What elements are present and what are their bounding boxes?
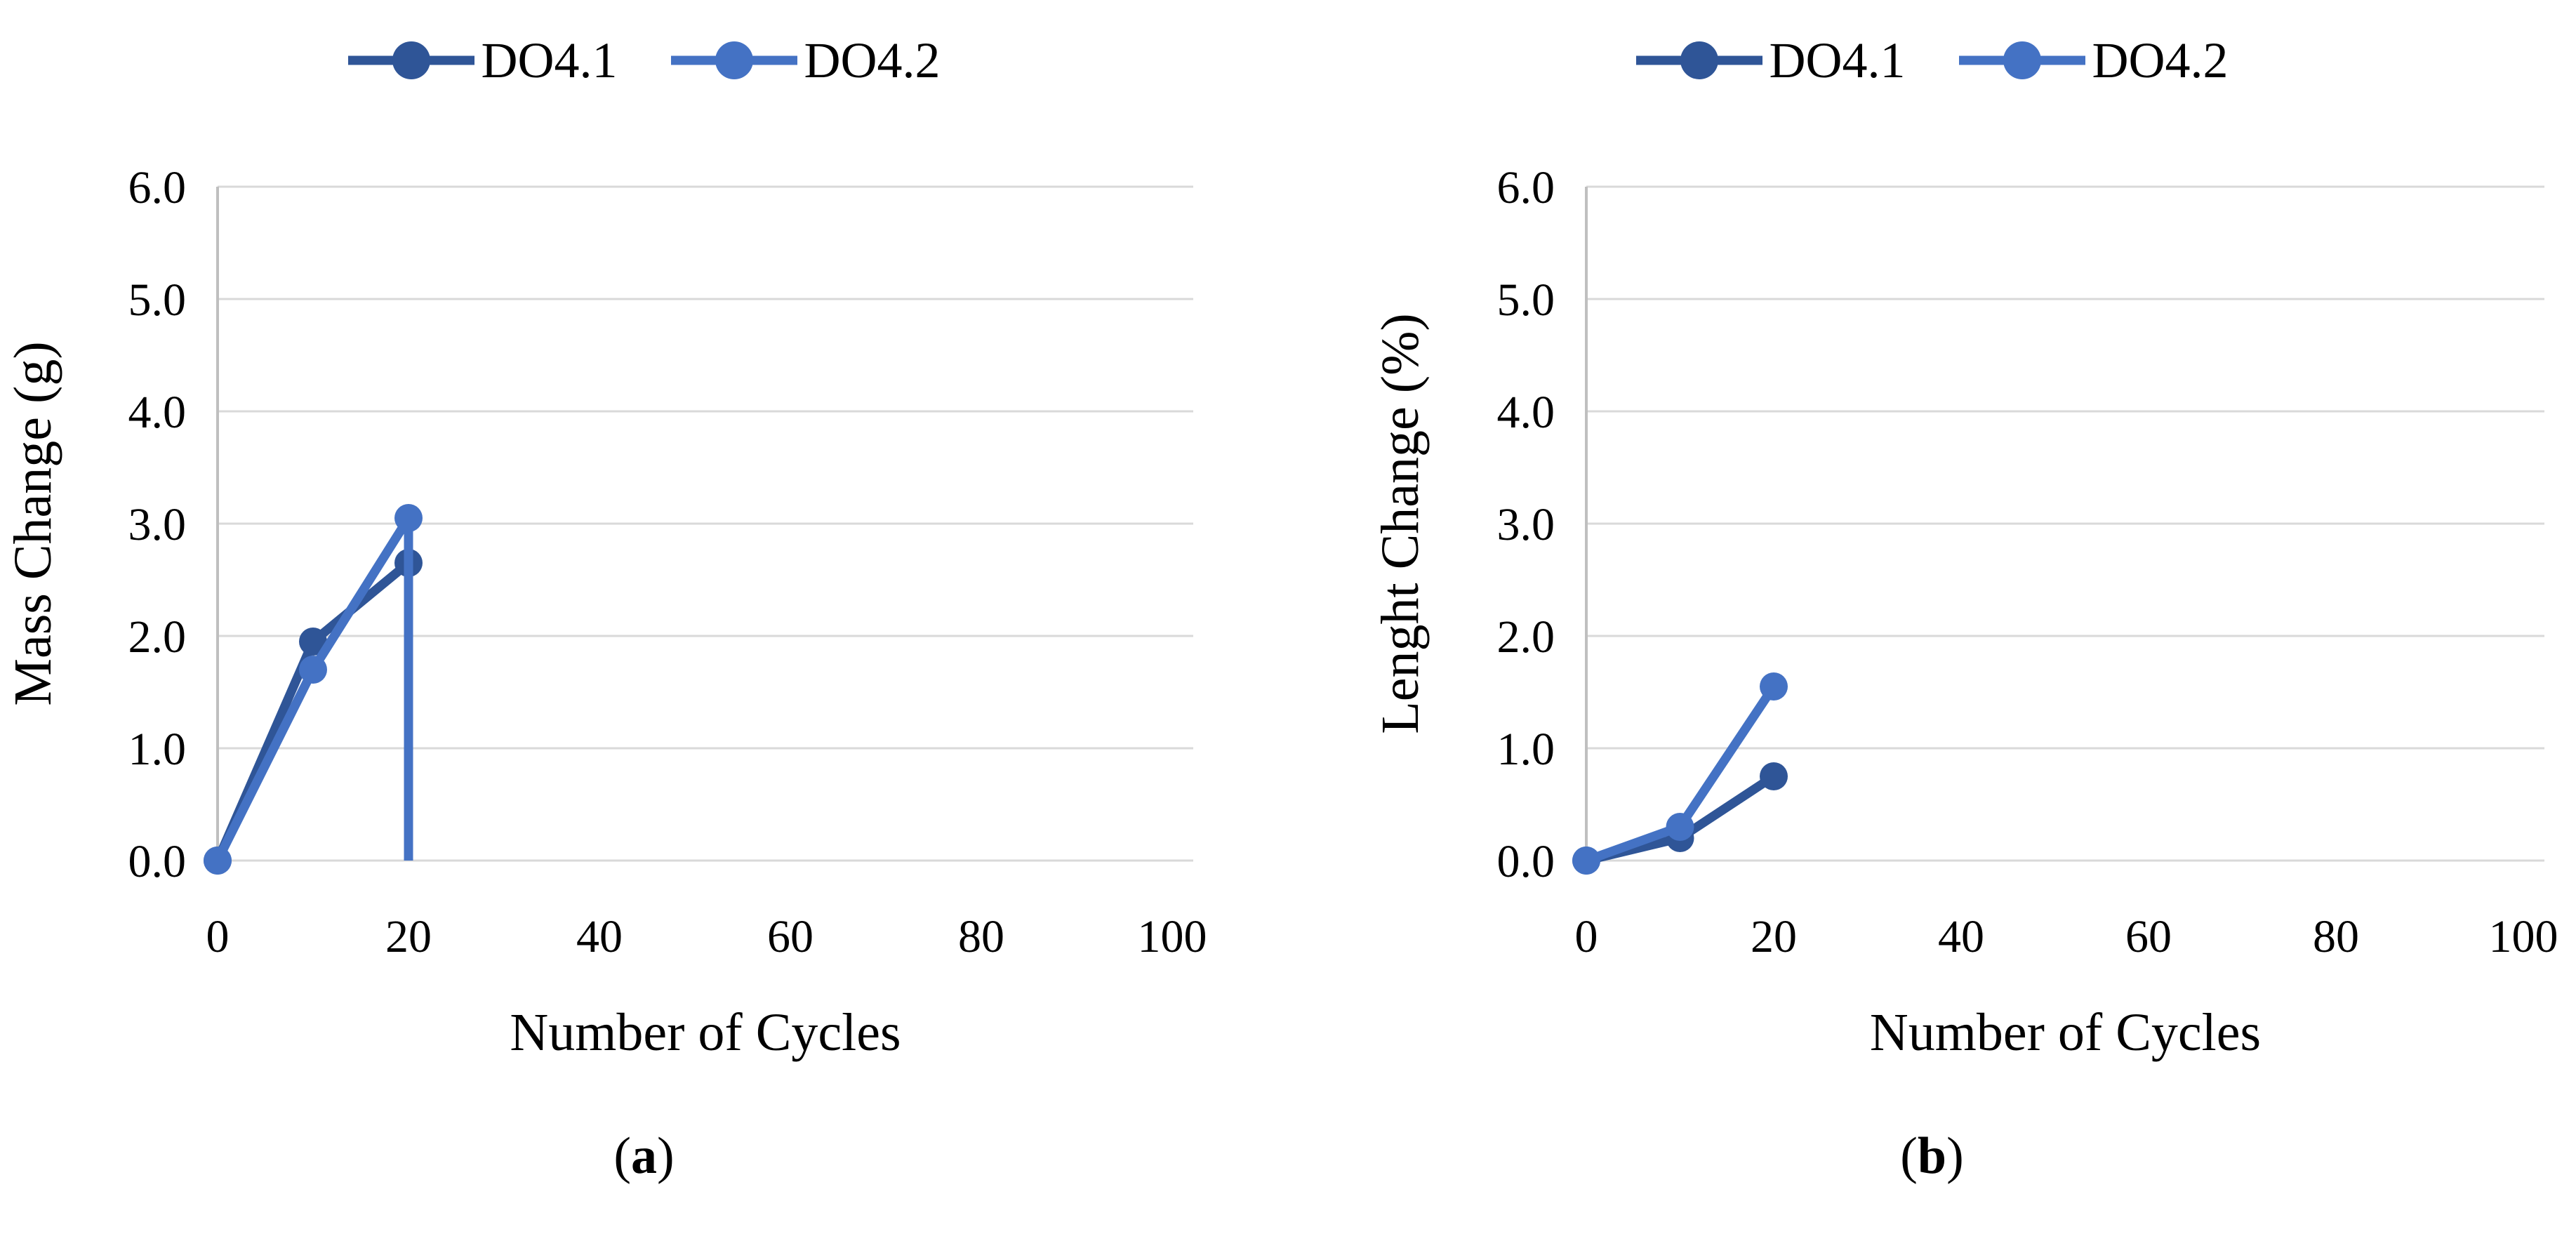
x-tick-label-20: 20	[385, 911, 432, 962]
x-axis-title: Number of Cycles	[510, 1003, 901, 1062]
x-tick-label-80: 80	[2313, 911, 2359, 962]
series-line-DO4.1	[213, 558, 413, 863]
legend-line-marker-swatch	[670, 41, 797, 79]
chart-panel-b: DO4.1 DO4.2 0.0 1.0 2.0 3.0 4.0 5.0 6.0 0 20 40 60 8…	[1288, 0, 2576, 1241]
chart-panel-a: DO4.1 DO4.2 0.0 1.0 2.0 3.0 4.0 5.0 6.0 0 20 40 60 8…	[0, 0, 1288, 1182]
legend-label: DO4.1	[481, 32, 618, 88]
caption-b-letter: b	[1917, 1127, 1947, 1185]
caption-a-letter: a	[631, 1127, 657, 1185]
y-tick-label-6.0: 6.0	[128, 162, 187, 213]
legend-label: DO4.2	[804, 32, 941, 88]
caption-a-open-paren: (	[613, 1127, 631, 1185]
legend-line-marker-swatch	[1635, 41, 1762, 79]
y-tick-label-2.0: 2.0	[1497, 611, 1555, 663]
legend-label: DO4.1	[1769, 32, 1906, 88]
legend-label: DO4.2	[2092, 32, 2229, 88]
x-tick-label-60: 60	[2125, 911, 2172, 962]
legend-entry-DO4.2: DO4.2	[1958, 32, 2229, 88]
series-marker-DO4.2-x10	[299, 656, 327, 684]
series-line-DO4.2	[213, 513, 413, 863]
plot-area-b: 0.0 1.0 2.0 3.0 4.0 5.0 6.0 0 20 40 60 80 100 Number …	[1371, 162, 2558, 1062]
series-marker-DO4.2-x20	[394, 504, 423, 532]
legend-swatch-marker	[1680, 41, 1718, 79]
caption-a: (a)	[0, 1130, 1288, 1182]
y-tick-label-1.0: 1.0	[128, 724, 187, 775]
series-marker-DO4.2-x0	[1572, 847, 1600, 875]
y-axis-title: Mass Change (g)	[4, 341, 62, 705]
x-tick-label-40: 40	[1938, 911, 1984, 962]
x-tick-label-80: 80	[958, 911, 1004, 962]
y-tick-label-5.0: 5.0	[128, 274, 187, 326]
x-tick-label-0: 0	[206, 911, 230, 962]
series-marker-DO4.1-x20	[1760, 762, 1788, 790]
series-marker-DO4.1-x10	[299, 628, 327, 656]
legend-b: DO4.1 DO4.2	[1288, 0, 2576, 109]
legend-a: DO4.1 DO4.2	[0, 0, 1288, 109]
x-tick-label-20: 20	[1751, 911, 1797, 962]
legend-swatch-marker	[2003, 41, 2041, 79]
legend-entry-DO4.2: DO4.2	[670, 32, 941, 88]
x-tick-label-100: 100	[1138, 911, 1207, 962]
y-tick-label-4.0: 4.0	[1497, 387, 1555, 438]
x-axis-title: Number of Cycles	[1870, 1003, 2261, 1062]
legend-swatch-marker	[715, 41, 753, 79]
plot-area-a: 0.0 1.0 2.0 3.0 4.0 5.0 6.0 0 20 40 60 80 100 Number …	[4, 162, 1207, 1062]
series-marker-DO4.2-x0	[204, 847, 232, 875]
series-marker-DO4.2-x20	[1760, 672, 1788, 701]
caption-b: (b)	[1288, 1130, 2576, 1182]
y-tick-label-5.0: 5.0	[1497, 274, 1555, 326]
y-axis-title: Lenght Change (%)	[1371, 313, 1430, 734]
x-tick-label-100: 100	[2489, 911, 2558, 962]
caption-b-open-paren: (	[1900, 1127, 1918, 1185]
x-tick-label-40: 40	[576, 911, 623, 962]
y-tick-label-3.0: 3.0	[128, 499, 187, 550]
y-tick-label-0.0: 0.0	[1497, 836, 1555, 887]
legend-line-marker-swatch	[347, 41, 474, 79]
x-tick-label-60: 60	[767, 911, 814, 962]
y-tick-label-3.0: 3.0	[1497, 499, 1555, 550]
y-tick-label-4.0: 4.0	[128, 387, 187, 438]
y-tick-label-2.0: 2.0	[128, 611, 187, 663]
series-marker-DO4.2-x10	[1666, 813, 1694, 841]
legend-entry-DO4.1: DO4.1	[1635, 32, 1906, 88]
y-tick-label-0.0: 0.0	[128, 836, 187, 887]
legend-line-marker-swatch	[1958, 41, 2085, 79]
caption-b-close-paren: )	[1946, 1127, 1964, 1185]
x-tick-label-0: 0	[1575, 911, 1598, 962]
y-tick-label-1.0: 1.0	[1497, 724, 1555, 775]
y-tick-label-6.0: 6.0	[1497, 162, 1555, 213]
legend-swatch-marker	[392, 41, 430, 79]
caption-a-close-paren: )	[657, 1127, 675, 1185]
legend-entry-DO4.1: DO4.1	[347, 32, 618, 88]
